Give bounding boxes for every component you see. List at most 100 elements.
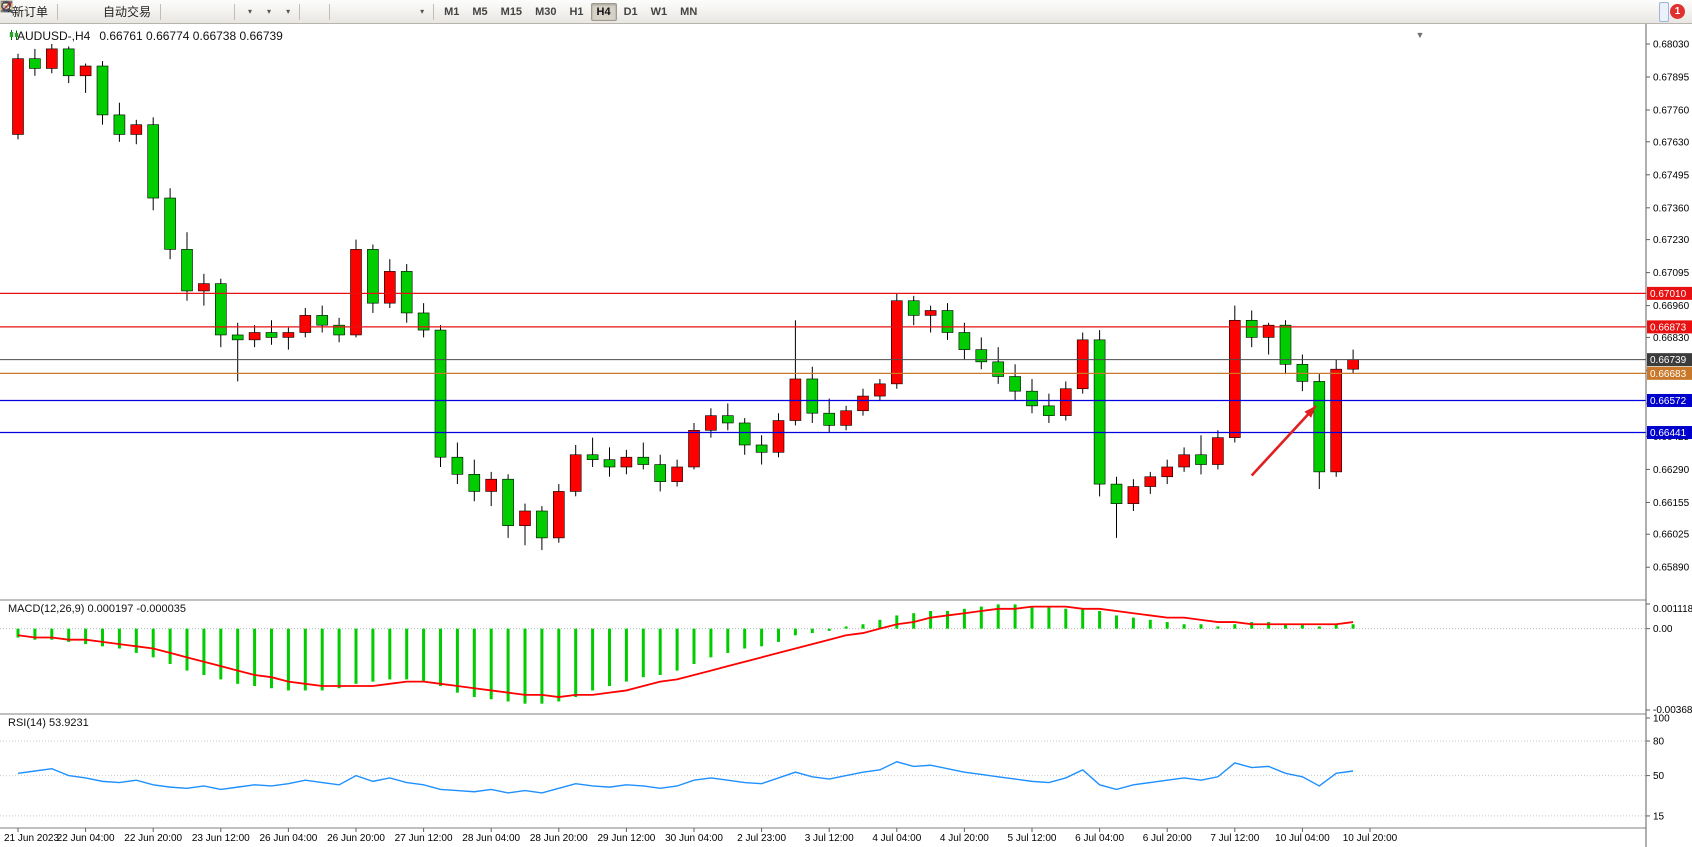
ch art-canvas[interactable]: 0.68030 0.67895 0.67760 0.67630 0.67495 0.673… — [0, 24, 1692, 847]
toolbar-separator — [160, 3, 162, 20]
candle-body — [975, 349, 988, 363]
date-label: 28 Jun 20:00 — [530, 833, 588, 844]
chart-symbol-label: AUDUSD-,H4 — [17, 29, 91, 43]
candle-body — [890, 300, 903, 385]
candle-body — [350, 249, 362, 336]
toolbar-separator — [329, 3, 331, 20]
timeframe-m30-button[interactable]: M30 — [535, 5, 557, 18]
candle-body — [721, 415, 734, 424]
date-label: 29 Jun 12:00 — [597, 833, 655, 844]
price-tick-label: 0.65890 — [1653, 563, 1690, 574]
bar-chart-button[interactable] — [1, 2, 175, 22]
trend-arrow-annotation[interactable] — [1250, 404, 1317, 477]
horizontal-line-button[interactable] — [1, 2, 355, 22]
crosshair-button[interactable] — [1, 1, 325, 22]
price-tick-label: 0.67495 — [1653, 170, 1690, 181]
arrows-button[interactable]: ▾ — [2, 1, 429, 22]
toolbar: 新订单 自动交易 ▾ ▾ ▾ — [0, 0, 1692, 24]
text-button[interactable]: A — [3, 0, 399, 22]
candle-body — [1127, 486, 1140, 504]
svg-text:0.66572: 0.66572 — [1650, 396, 1687, 407]
candle-body — [164, 197, 176, 250]
timeframe-m1-button[interactable]: M1 — [444, 5, 460, 18]
candle-body — [1043, 405, 1055, 416]
candle-body — [1245, 319, 1258, 338]
candle-body — [434, 329, 447, 458]
date-label: 30 Jun 04:00 — [665, 833, 723, 844]
text-label-button[interactable] — [0, 2, 410, 22]
cursor-button[interactable] — [3, 1, 314, 22]
fibonacci-button[interactable] — [1, 1, 388, 22]
timeframe-w1-button[interactable]: W1 — [650, 5, 668, 18]
templates-button[interactable]: ▾ — [0, 1, 295, 22]
candle-body — [383, 271, 396, 304]
candle-body — [536, 510, 548, 539]
timeframe-h1-button[interactable]: H1 — [569, 5, 584, 18]
date-label: 10 Jul 04:00 — [1275, 833, 1330, 844]
price-tick-label: 0.66025 — [1653, 530, 1690, 541]
new-order-label: 新订单 — [12, 5, 49, 19]
macd-indicator-label: MACD(12,26,9) 0.000197 -0.000035 — [8, 603, 186, 615]
timeframe-d1-button[interactable]: D1 — [623, 5, 638, 18]
price-tag: 0.67010 — [1647, 286, 1692, 300]
autotrading-button[interactable]: 自动交易 — [0, 1, 156, 22]
candle-body — [874, 383, 886, 397]
chart-title: AUDUSD-,H4 0.66761 0.66774 0.66738 0.667… — [8, 29, 283, 43]
candle-body — [130, 124, 143, 135]
line-chart-button[interactable] — [0, 2, 197, 22]
candle-body — [738, 422, 751, 446]
trendline-button[interactable] — [1, 1, 366, 22]
date-label: 10 Jul 20:00 — [1343, 833, 1398, 844]
price-tick-label: 0.66960 — [1653, 301, 1690, 312]
notification-badge[interactable]: 1 — [1670, 4, 1685, 19]
candle-body — [96, 65, 109, 116]
price-scale[interactable]: 0.68030 0.67895 0.67760 0.67630 0.67495 0.673… — [1645, 24, 1692, 847]
timeframe-mn-button[interactable]: MN — [680, 5, 698, 18]
zoom-out-button[interactable] — [1, 1, 219, 22]
indicators-button[interactable]: ▾ — [0, 1, 257, 22]
tile-windows-button[interactable] — [1, 1, 230, 22]
candle-body — [1195, 454, 1207, 465]
chart-window: 0.68030 0.67895 0.67760 0.67630 0.67495 0.673… — [0, 24, 1692, 847]
candle-body — [1262, 324, 1275, 338]
price-tick-label: 0.66155 — [1653, 498, 1690, 509]
candle-body — [147, 124, 159, 199]
candle-body — [198, 283, 210, 292]
profiles-button[interactable] — [0, 2, 83, 22]
candle-body — [1229, 319, 1241, 438]
svg-text:0.66441: 0.66441 — [1650, 428, 1687, 439]
toolbar-separator — [57, 3, 59, 20]
timeframe-m15-button[interactable]: M15 — [500, 5, 523, 18]
price-tag: 0.66441 — [1647, 426, 1692, 440]
timeframe-h4-button[interactable]: H4 — [590, 2, 617, 21]
candle-body — [367, 249, 379, 304]
candle-body — [451, 456, 464, 475]
candle-body — [1093, 339, 1106, 485]
search-button[interactable] — [1, 1, 1669, 22]
candle-body — [569, 454, 582, 492]
candle-body — [586, 454, 599, 460]
vertical-line-button[interactable] — [5, 1, 344, 22]
refresh-button[interactable] — [1, 1, 94, 22]
channel-button[interactable] — [0, 1, 377, 22]
macd-tick-label: 0.00 — [1653, 624, 1673, 635]
date-label: 4 Jul 04:00 — [872, 833, 921, 844]
candle-body — [705, 415, 717, 431]
candle-body — [215, 283, 227, 336]
chart-shift-marker[interactable]: ▼ — [1416, 30, 1425, 40]
candle-body — [316, 315, 329, 326]
new-chart-button[interactable] — [0, 1, 72, 22]
candle-body — [485, 478, 498, 492]
date-label: 7 Jul 12:00 — [1210, 833, 1259, 844]
candle-body — [1009, 376, 1021, 392]
zoom-in-button[interactable] — [1, 1, 208, 22]
candlestick-chart-button[interactable] — [1, 1, 186, 22]
timeframe-m5-button[interactable]: M5 — [472, 5, 488, 18]
periods-button[interactable]: ▾ — [0, 0, 276, 22]
candle-body — [924, 310, 937, 316]
candle-body — [654, 464, 667, 482]
date-label: 22 Jun 20:00 — [124, 833, 182, 844]
macd-histogram — [16, 604, 1355, 704]
candle-body — [806, 378, 819, 414]
